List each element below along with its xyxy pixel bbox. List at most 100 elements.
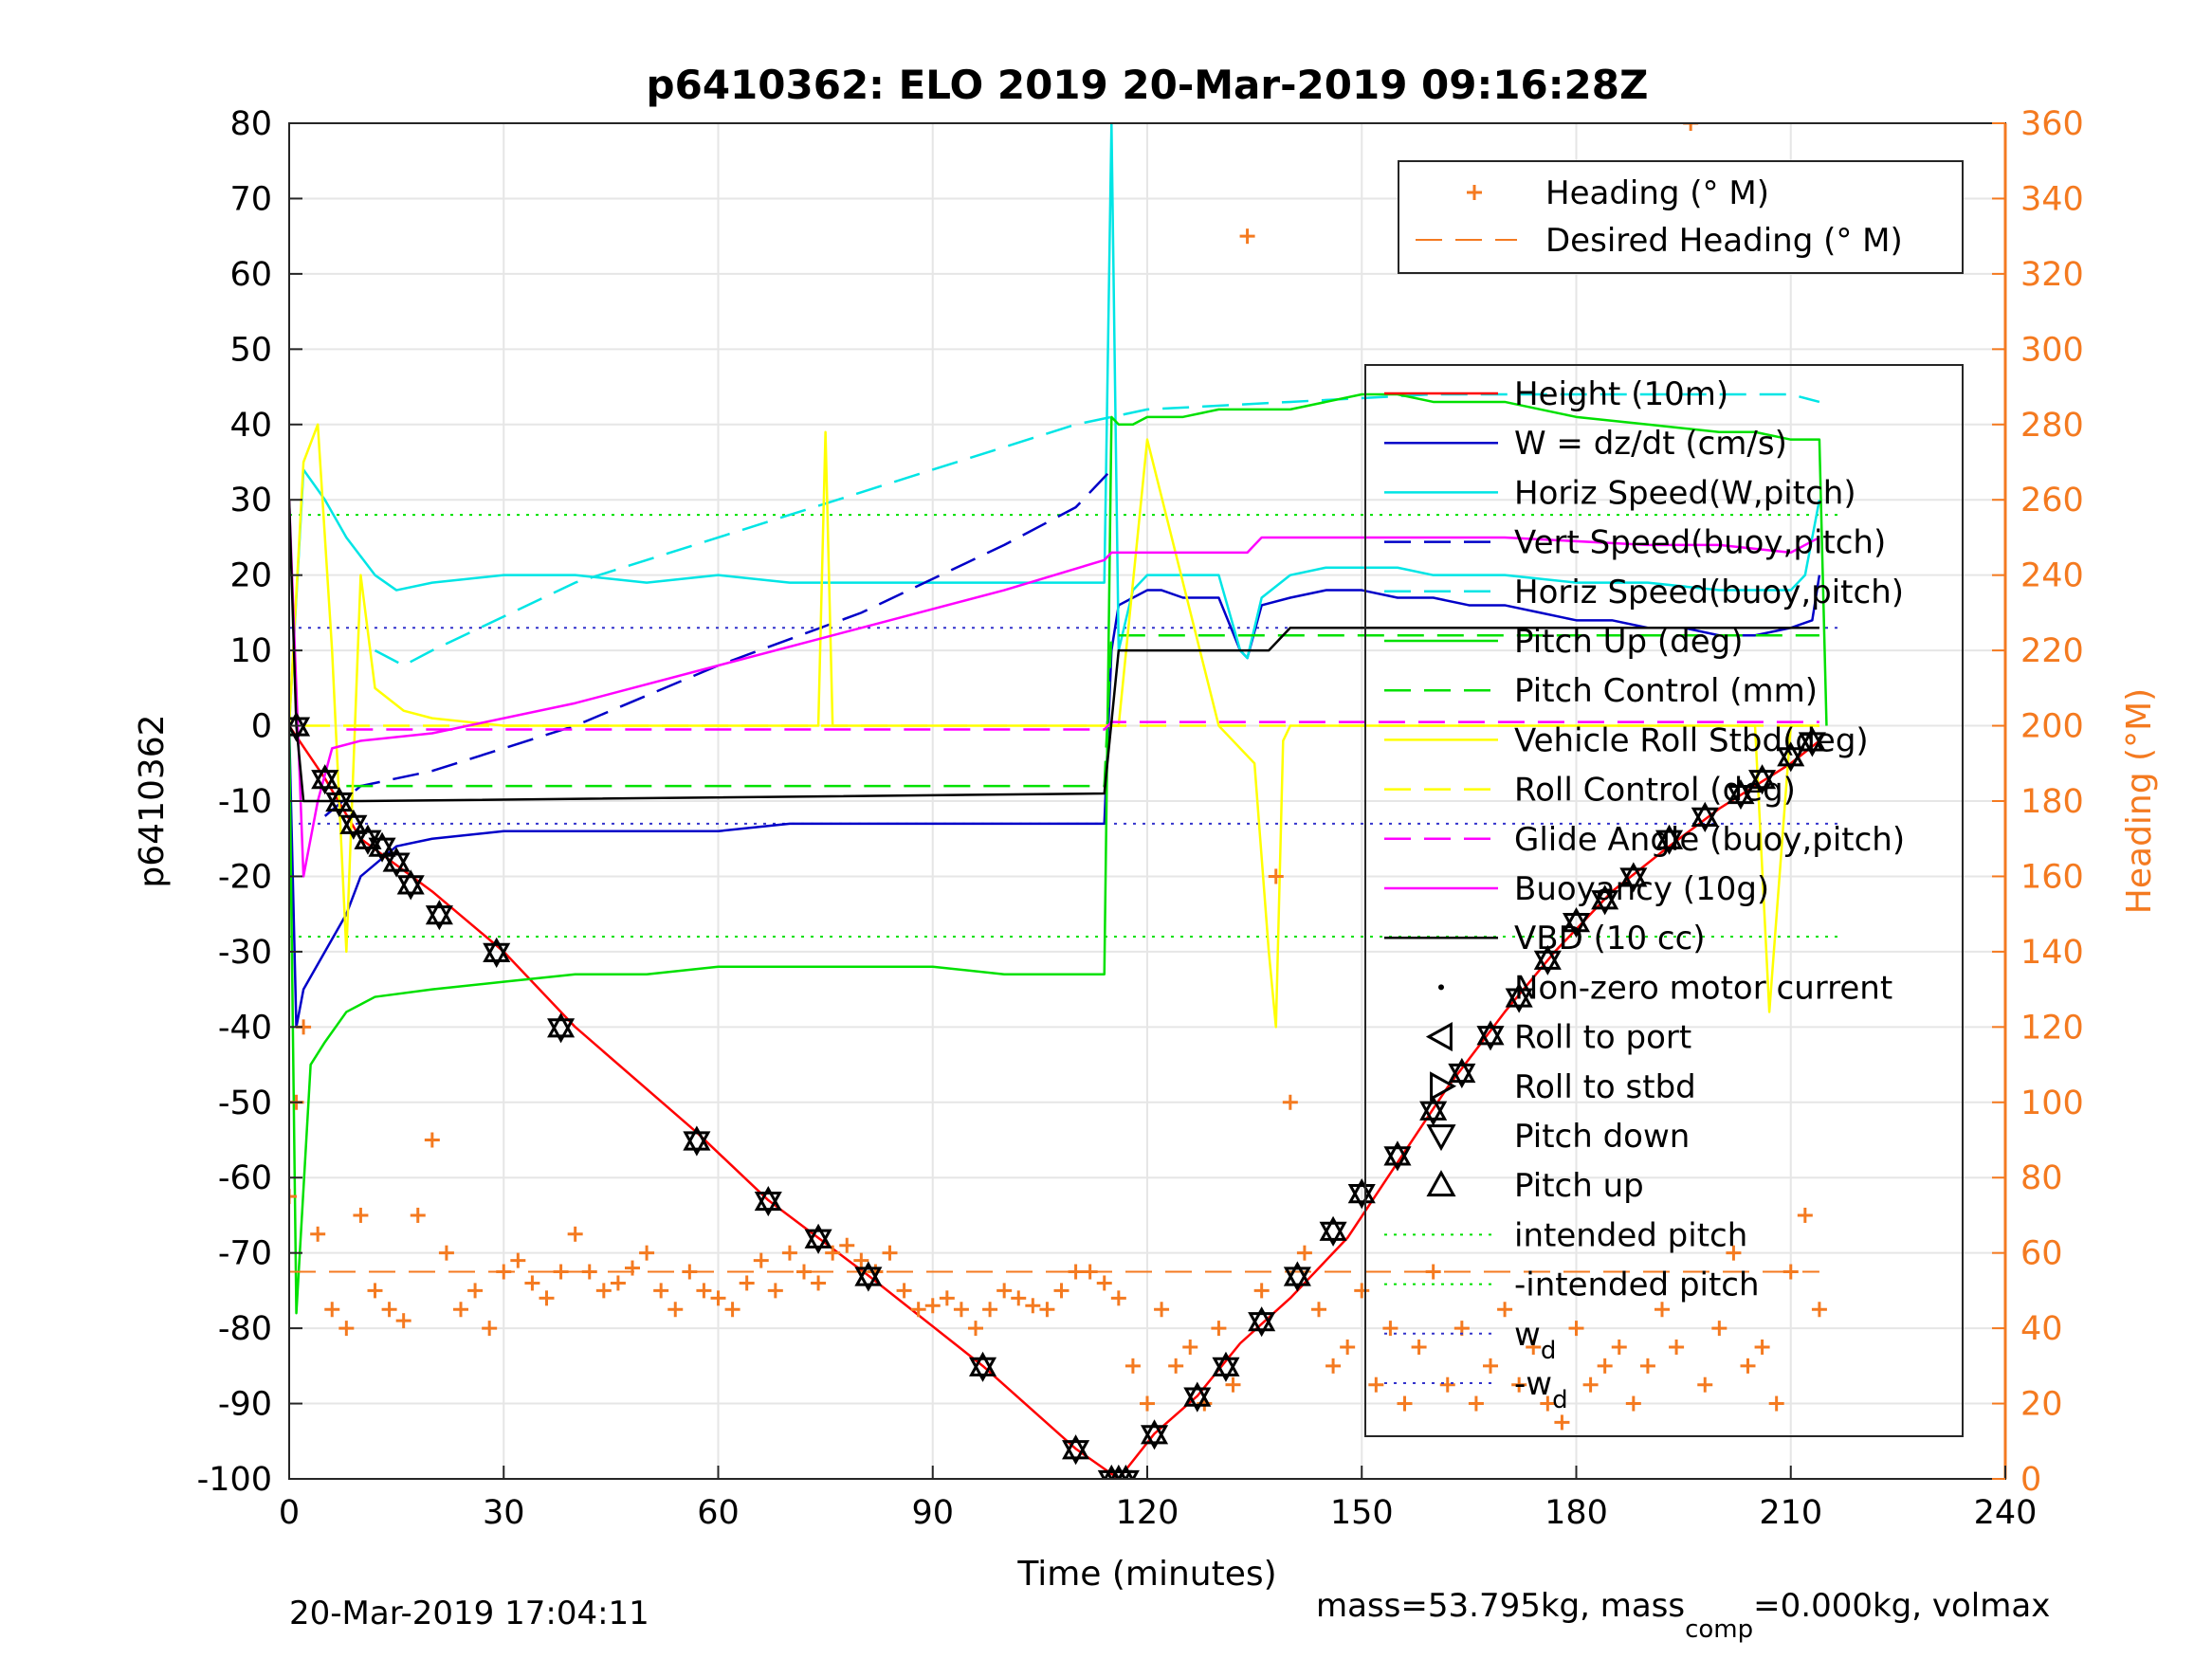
- pitch-down-marker: [311, 770, 339, 795]
- legend-label: Roll to stbd: [1514, 1068, 1696, 1106]
- pitch-down-marker: [1248, 1312, 1276, 1338]
- legend-label-text: VBD (10 cc): [1514, 920, 1706, 957]
- heading-point: [1268, 868, 1284, 884]
- heading-point: [882, 1245, 898, 1261]
- legend-label-text: Height (10m): [1514, 375, 1728, 413]
- pitch-up-marker: [754, 1185, 782, 1212]
- heading-point: [767, 1283, 783, 1299]
- x-tick-label: 180: [1545, 1494, 1608, 1532]
- y-tick-label: -50: [218, 1085, 272, 1122]
- pitch-up-marker: [1798, 726, 1826, 752]
- heading-point: [1340, 1339, 1356, 1355]
- heading-point: [1468, 1395, 1484, 1412]
- heading-point: [424, 1132, 440, 1148]
- y-tick-label: -70: [218, 1235, 272, 1273]
- series-11-line: [289, 500, 1819, 803]
- y-tick-label: 0: [251, 708, 272, 746]
- pitch-down-marker: [368, 837, 396, 863]
- pitch-down-marker: [1319, 1221, 1347, 1247]
- legend-label-text: -intended pitch: [1514, 1267, 1760, 1304]
- pitch-up-marker: [1183, 1381, 1212, 1407]
- y-tick-label: -60: [218, 1159, 272, 1197]
- heading-point: [1797, 1207, 1813, 1223]
- pitch-up-marker: [1140, 1419, 1169, 1445]
- heading-point: [438, 1245, 454, 1261]
- x-tick-label: 90: [911, 1494, 954, 1532]
- heading-point: [739, 1275, 755, 1291]
- legend-label: Horiz Speed(W,pitch): [1514, 474, 1856, 512]
- x-axis-label: Time (minutes): [1016, 1555, 1276, 1594]
- heading-point: [1625, 1395, 1641, 1412]
- y-right-tick-label: 320: [2020, 256, 2084, 294]
- legend-label: W = dz/dt (cm/s): [1514, 425, 1787, 463]
- heading-point: [1154, 1302, 1170, 1318]
- heading-point: [1611, 1339, 1627, 1355]
- y-tick-label: -10: [218, 783, 272, 821]
- pitch-up-marker: [382, 847, 411, 872]
- heading-point: [710, 1290, 726, 1306]
- heading-point: [1811, 1302, 1827, 1318]
- legend-label: Pitch down: [1514, 1118, 1690, 1156]
- heading-point: [1597, 1358, 1613, 1374]
- pitch-up-marker: [1448, 1057, 1476, 1084]
- legend-label-text: W = dz/dt (cm/s): [1514, 425, 1787, 463]
- legend-pitch-up-marker: [1426, 1170, 1456, 1197]
- legend-label: Buoyancy (10g): [1514, 870, 1769, 908]
- pitch-down-marker: [1654, 830, 1684, 855]
- heading-point: [1211, 1321, 1227, 1337]
- legend-pitch-down-marker: [1426, 1124, 1456, 1152]
- heading-point: [1639, 1358, 1655, 1374]
- y-right-tick-label: 0: [2020, 1461, 2041, 1499]
- legend-label: VBD (10 cc): [1514, 920, 1706, 957]
- legend-label-text: Horiz Speed(W,pitch): [1514, 474, 1856, 512]
- heading-point: [1124, 1358, 1141, 1374]
- pitch-up-marker: [1283, 1261, 1311, 1286]
- heading-point: [1697, 1376, 1713, 1393]
- heading-point: [1411, 1339, 1427, 1355]
- heading-point: [1768, 1395, 1784, 1412]
- pitch-down-marker: [1183, 1387, 1212, 1413]
- heading-point: [724, 1302, 740, 1318]
- heading-point: [510, 1252, 526, 1268]
- heading-point: [896, 1283, 912, 1299]
- series-9-line: [346, 720, 1819, 731]
- pitch-up-marker: [804, 1223, 832, 1249]
- y-right-tick-label: 280: [2020, 407, 2084, 445]
- heading-point: [1368, 1376, 1384, 1393]
- y-right-tick-label: 160: [2020, 858, 2084, 896]
- pitch-down-marker: [854, 1267, 883, 1292]
- legend-heading: Heading (° M) Desired Heading (° M): [1398, 160, 1964, 274]
- x-tick-label: 150: [1330, 1494, 1394, 1532]
- legend-label: Horiz Speed(buoy,pitch): [1514, 574, 1904, 611]
- y-right-tick-label: 360: [2020, 105, 2084, 143]
- y-axis-right-ticks: 3603403203002802602402202001801601401201…: [1992, 105, 2084, 1499]
- legend-label-text: Vert Speed(buoy,pitch): [1514, 524, 1886, 562]
- y-right-tick-label: 120: [2020, 1009, 2084, 1047]
- pitch-up-marker: [1748, 764, 1777, 790]
- heading-point: [395, 1313, 411, 1329]
- y-tick-label: -90: [218, 1386, 272, 1424]
- y-right-tick-label: 60: [2020, 1235, 2063, 1273]
- y-right-tick-label: 20: [2020, 1386, 2063, 1424]
- heading-point: [968, 1321, 983, 1337]
- y-right-tick-label: 200: [2020, 708, 2084, 746]
- heading-point: [524, 1275, 540, 1291]
- legend-label-text: Horiz Speed(buoy,pitch): [1514, 574, 1904, 611]
- heading-point: [781, 1245, 797, 1261]
- heading-point: [310, 1226, 326, 1242]
- pitch-down-marker: [425, 905, 453, 931]
- footer-timestamp: 20-Mar-2019 17:04:11: [289, 1595, 649, 1632]
- legend-label: wd: [1514, 1316, 1556, 1365]
- heading-point: [639, 1245, 655, 1261]
- legend-label: Roll to port: [1514, 1019, 1691, 1057]
- pitch-up-marker: [547, 1012, 576, 1038]
- legend-label-text: Roll to stbd: [1514, 1068, 1696, 1106]
- legend-label-text: Non-zero motor current: [1514, 969, 1892, 1007]
- pitch-up-marker: [289, 711, 311, 737]
- pitch-down-marker: [1619, 867, 1648, 893]
- legend-label-text: intended pitch: [1514, 1216, 1747, 1254]
- heading-point: [1683, 123, 1699, 131]
- legend-series: Height (10m) W = dz/dt (cm/s) Horiz Speed(…: [1364, 364, 1964, 1437]
- heading-point: [1382, 1321, 1398, 1337]
- pitch-down-marker: [1062, 1440, 1090, 1466]
